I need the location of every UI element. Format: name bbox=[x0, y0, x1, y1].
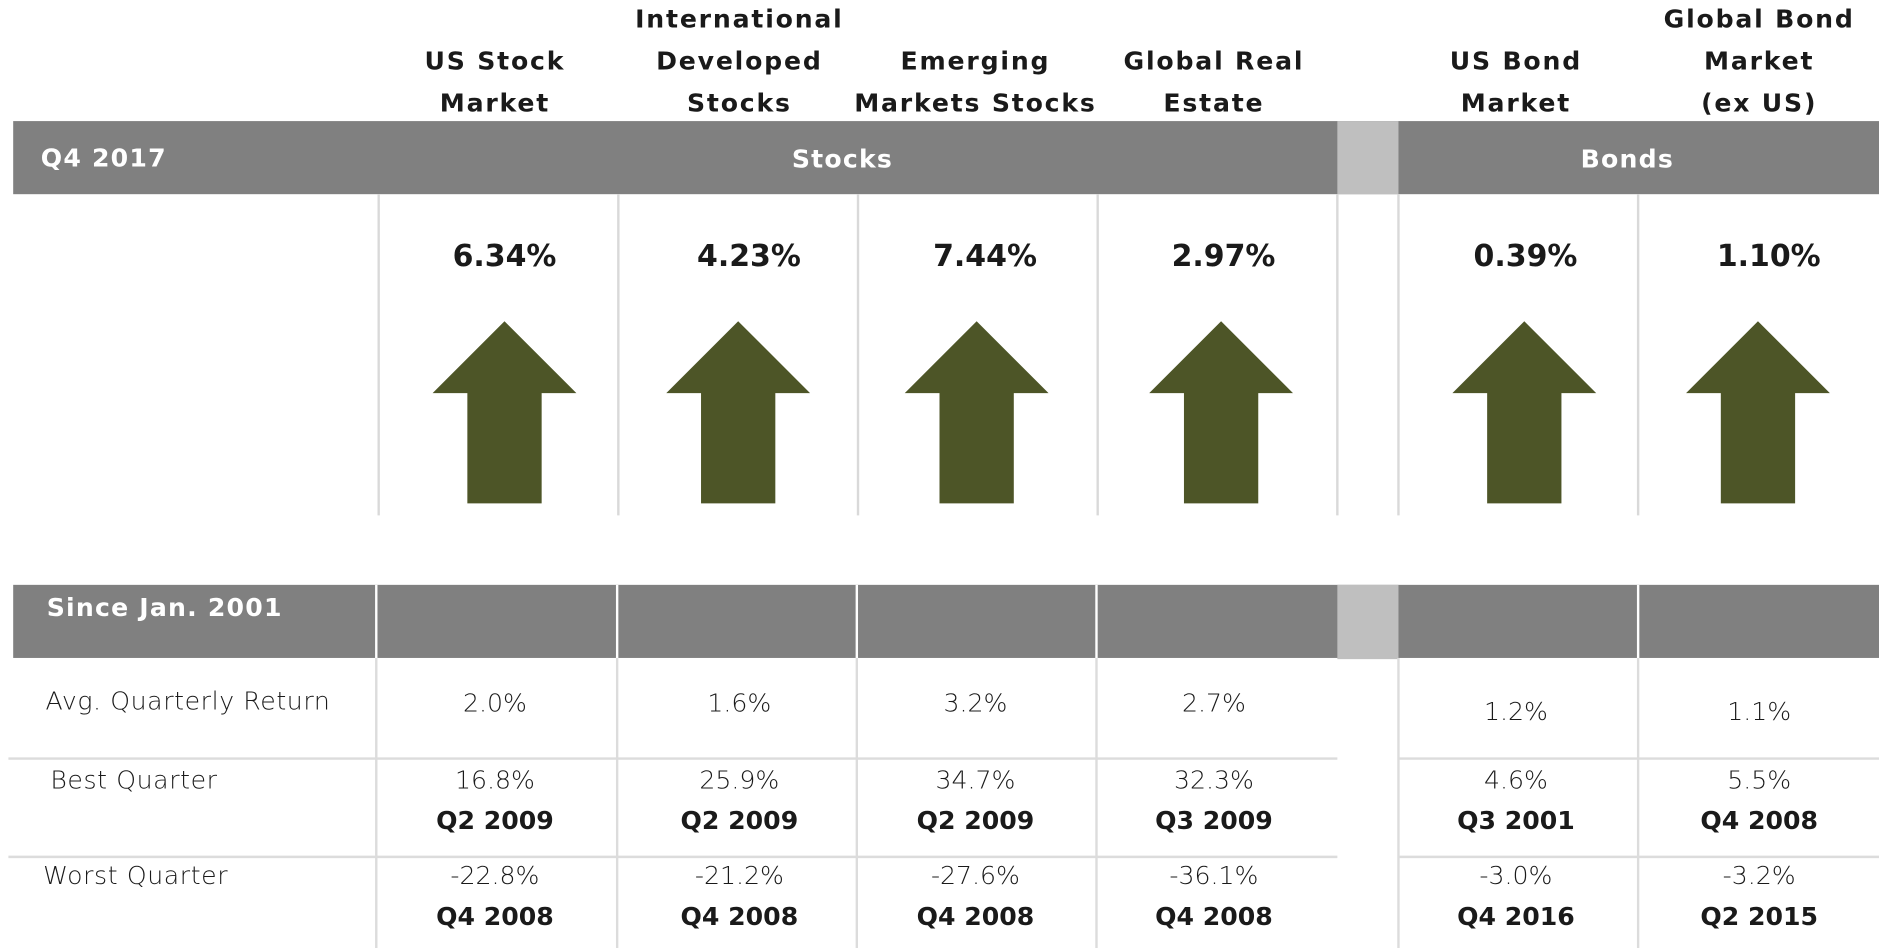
return-value: 0.39% bbox=[1474, 239, 1578, 274]
best-quarter: Q3 2009 bbox=[1155, 806, 1273, 835]
band-gap bbox=[1337, 584, 1399, 660]
avg-value: 1.6% bbox=[707, 689, 771, 718]
header-band bbox=[13, 121, 1879, 195]
worst-value: -27.6% bbox=[931, 861, 1020, 890]
column-header: International bbox=[635, 4, 843, 33]
column-header: Emerging bbox=[901, 46, 1051, 75]
return-value: 7.44% bbox=[933, 239, 1037, 274]
best-quarter: Q2 2009 bbox=[436, 806, 554, 835]
since-band bbox=[13, 584, 1879, 658]
column-header: Stocks bbox=[687, 88, 792, 117]
row-label: Best Quarter bbox=[50, 765, 217, 794]
column-header: US Bond bbox=[1450, 46, 1582, 75]
best-quarter: Q4 2008 bbox=[1700, 806, 1818, 835]
best-value: 4.6% bbox=[1484, 765, 1548, 794]
column-header: Market bbox=[440, 88, 550, 117]
worst-quarter: Q4 2016 bbox=[1457, 902, 1575, 931]
up-arrow bbox=[1686, 321, 1830, 504]
worst-quarter: Q4 2008 bbox=[681, 902, 799, 931]
up-arrow bbox=[904, 321, 1049, 504]
column-header: Markets Stocks bbox=[854, 88, 1097, 117]
avg-value: 1.2% bbox=[1484, 697, 1548, 726]
best-quarter: Q3 2001 bbox=[1457, 806, 1575, 835]
avg-value: 2.0% bbox=[463, 689, 527, 718]
period-label: Q4 2017 bbox=[41, 143, 167, 172]
column-header: Global Bond bbox=[1664, 4, 1855, 33]
return-value: 1.10% bbox=[1717, 239, 1821, 274]
worst-value: -36.1% bbox=[1169, 861, 1258, 890]
row-label: Worst Quarter bbox=[43, 861, 228, 890]
worst-quarter: Q2 2015 bbox=[1700, 902, 1818, 931]
best-value: 25.9% bbox=[699, 765, 779, 794]
best-value: 5.5% bbox=[1727, 765, 1791, 794]
return-value: 6.34% bbox=[453, 239, 557, 274]
best-quarter: Q2 2009 bbox=[681, 806, 799, 835]
avg-value: 2.7% bbox=[1182, 689, 1246, 718]
group-label: Bonds bbox=[1581, 145, 1674, 174]
best-value: 16.8% bbox=[455, 765, 535, 794]
worst-value: -3.0% bbox=[1479, 861, 1552, 890]
best-value: 34.7% bbox=[935, 765, 1015, 794]
worst-quarter: Q4 2008 bbox=[1155, 902, 1273, 931]
worst-value: -22.8% bbox=[450, 861, 539, 890]
column-header: Market bbox=[1704, 46, 1814, 75]
return-value: 2.97% bbox=[1172, 239, 1276, 274]
column-header: Global Real bbox=[1124, 46, 1305, 75]
up-arrow bbox=[1452, 321, 1597, 504]
column-header: Developed bbox=[656, 46, 823, 75]
avg-value: 3.2% bbox=[943, 689, 1007, 718]
column-header: (ex US) bbox=[1701, 88, 1817, 117]
row-label: Avg. Quarterly Return bbox=[46, 686, 331, 715]
up-arrow bbox=[1149, 321, 1294, 504]
up-arrow bbox=[666, 321, 811, 504]
band-gap bbox=[1337, 121, 1399, 195]
worst-value: -21.2% bbox=[695, 861, 784, 890]
group-label: Stocks bbox=[792, 145, 893, 174]
best-value: 32.3% bbox=[1174, 765, 1254, 794]
worst-value: -3.2% bbox=[1723, 861, 1796, 890]
since-label: Since Jan. 2001 bbox=[47, 593, 283, 622]
column-header: Estate bbox=[1163, 88, 1264, 117]
best-quarter: Q2 2009 bbox=[917, 806, 1035, 835]
worst-quarter: Q4 2008 bbox=[917, 902, 1035, 931]
avg-value: 1.1% bbox=[1727, 697, 1791, 726]
return-value: 4.23% bbox=[697, 239, 801, 274]
worst-quarter: Q4 2008 bbox=[436, 902, 554, 931]
column-header: Market bbox=[1461, 88, 1571, 117]
column-header: US Stock bbox=[425, 46, 566, 75]
up-arrow bbox=[432, 321, 577, 504]
